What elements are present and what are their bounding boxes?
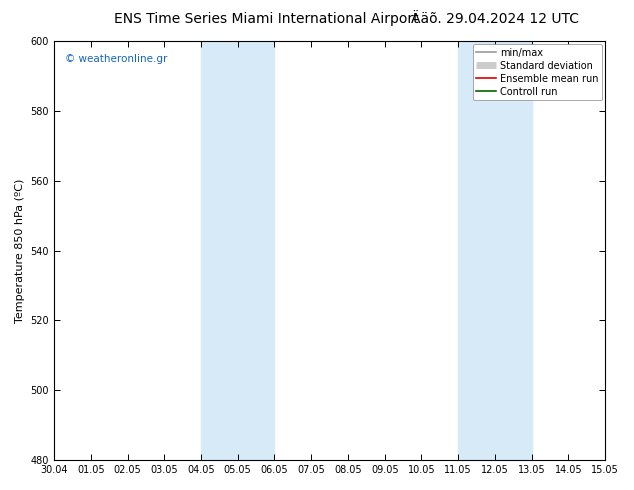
Bar [201, 41, 238, 460]
Text: Ääõ. 29.04.2024 12 UTC: Ääõ. 29.04.2024 12 UTC [411, 12, 578, 26]
Bar [458, 41, 495, 460]
Legend: min/max, Standard deviation, Ensemble mean run, Controll run: min/max, Standard deviation, Ensemble me… [472, 44, 602, 100]
Bar [495, 41, 532, 460]
Bar [238, 41, 275, 460]
Text: © weatheronline.gr: © weatheronline.gr [65, 53, 167, 64]
Text: ENS Time Series Miami International Airport: ENS Time Series Miami International Airp… [114, 12, 418, 26]
Y-axis label: Temperature 850 hPa (ºC): Temperature 850 hPa (ºC) [15, 178, 25, 323]
